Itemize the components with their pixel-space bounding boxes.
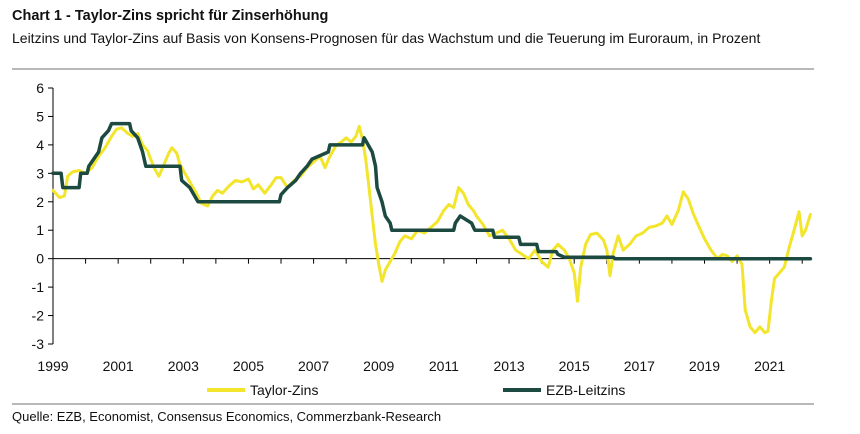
y-tick-label: -1: [32, 279, 45, 295]
y-tick-label: 5: [36, 108, 44, 124]
y-tick-label: -2: [32, 308, 45, 324]
x-tick-label: 2007: [298, 358, 329, 374]
x-tick-label: 2021: [754, 358, 785, 374]
legend-label: Taylor-Zins: [250, 382, 318, 398]
chart-lines: [51, 121, 813, 335]
bottom-divider: [12, 403, 814, 405]
x-axis: 1999 2001 2003 2005 2007 2009 2011 2013 2015 2017…: [37, 258, 812, 374]
x-tick-label: 2013: [493, 358, 524, 374]
y-tick-label: 1: [36, 222, 44, 238]
chart-title: Chart 1 - Taylor-Zins spricht für Zinser…: [12, 8, 329, 24]
source-note: Quelle: EZB, Economist, Consensus Econom…: [12, 409, 442, 424]
x-tick-label: 2001: [103, 358, 134, 374]
line-chart: 6 5 4 3 2 1 0 -1 -2 -3 1999 2001 2003 2005 2007 2009 20…: [32, 80, 813, 398]
y-tick-label: 2: [36, 194, 44, 210]
top-divider: [12, 68, 814, 70]
series-line-taylor-zins: [51, 124, 812, 335]
x-tick-label: 2011: [429, 358, 459, 374]
y-tick-label: -3: [32, 336, 45, 352]
x-tick-label: 1999: [37, 358, 68, 374]
legend: Taylor-Zins EZB-Leitzins: [207, 382, 625, 398]
x-tick-label: 2019: [689, 358, 720, 374]
y-tick-label: 3: [36, 165, 44, 181]
chart-subtitle: Leitzins und Taylor-Zins auf Basis von K…: [12, 30, 761, 46]
x-tick-label: 2015: [559, 358, 590, 374]
x-tick-label: 2009: [363, 358, 394, 374]
x-tick-label: 2017: [624, 358, 655, 374]
legend-label: EZB-Leitzins: [546, 382, 625, 398]
x-tick-label: 2003: [168, 358, 199, 374]
series-line-ezb-leitzins: [51, 121, 813, 261]
x-tick-label: 2005: [233, 358, 264, 374]
y-tick-label: 6: [36, 80, 44, 96]
y-axis: 6 5 4 3 2 1 0 -1 -2 -3: [32, 80, 54, 352]
y-tick-label: 0: [36, 251, 44, 267]
y-tick-label: 4: [36, 137, 44, 153]
